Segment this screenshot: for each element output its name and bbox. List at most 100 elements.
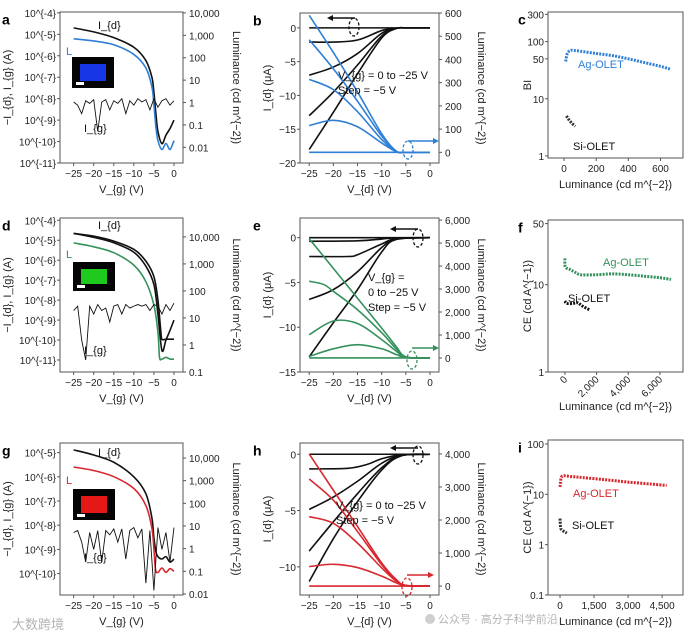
x-tick-label: 0: [171, 169, 177, 180]
panel-letter: g: [2, 442, 11, 458]
y-tick-label: 10^{-6}: [25, 52, 57, 63]
series-agolet-0: [564, 48, 671, 71]
series-group: [308, 236, 431, 359]
y-axis-label: I_{d} (μA): [262, 496, 274, 543]
x-tick-label: −25: [301, 378, 318, 389]
series-ig-3: [73, 302, 175, 361]
series-curve-1: [309, 453, 431, 470]
scale-bar: [76, 82, 84, 85]
series-id-0: [73, 27, 175, 145]
x-tick-label: −10: [373, 169, 390, 180]
panel-h: [297, 442, 442, 598]
x-tick-label: 0: [427, 378, 433, 389]
x-tick-label: −15: [105, 378, 122, 389]
series-l-1: [73, 38, 175, 151]
y2-tick-label: 300: [445, 79, 462, 90]
panel-letter: h: [253, 442, 262, 458]
y-tick-label: 300: [527, 10, 544, 21]
panel-a: [57, 11, 186, 166]
y2-tick-label: 0: [445, 354, 451, 365]
y2-tick-label: 1,000: [189, 477, 214, 488]
panel-letter: b: [253, 12, 262, 28]
y-tick-label: 10^{-9}: [25, 545, 57, 556]
series-curve-4: [308, 26, 431, 150]
y2-tick-label: 10,000: [189, 9, 220, 20]
series-group: [564, 48, 671, 128]
x-axis-label: Luminance (cd m^{−2}): [559, 401, 672, 413]
x-axis-label: V_{d} (V): [347, 616, 392, 628]
watermark-text: 公众号 · 高分子科学前沿: [438, 612, 558, 626]
watermark-logo-text: 大数跨境: [12, 617, 64, 632]
x-axis-label: Luminance (cd m^{−2}): [559, 179, 672, 191]
y-tick-label: −5: [285, 58, 297, 69]
series-curve-7: [308, 319, 431, 359]
x-tick-label: −5: [400, 378, 412, 389]
x-tick-label: −20: [325, 601, 342, 612]
plot-frame: [299, 12, 440, 164]
x-tick-label: 600: [652, 164, 669, 175]
y2-tick-label: 4,000: [445, 450, 470, 461]
y2-tick-label: 0.1: [189, 368, 203, 379]
x-tick-label: −10: [125, 601, 142, 612]
x-axis-label: V_{d} (V): [347, 393, 392, 405]
annotation-label: Step = −5 V: [336, 515, 395, 527]
x-tick-label: −10: [125, 378, 142, 389]
y2-tick-label: 100: [189, 287, 206, 298]
panel-c: [545, 11, 684, 161]
y-tick-label: 10^{-11}: [20, 159, 57, 170]
y-axis-label: I_{d} (μA): [262, 65, 274, 112]
left-axis-ellipse: [412, 228, 424, 248]
y2-tick-label: 1,000: [445, 549, 470, 560]
y-axis-label: −I_{d}, I_{g} (A): [2, 481, 14, 557]
x-axis-label: V_{g} (V): [99, 616, 144, 628]
inset-emission: [81, 269, 107, 284]
left-axis-ellipse: [348, 17, 360, 37]
y2-tick-label: 10: [189, 522, 201, 533]
y2-tick-label: 100: [445, 125, 462, 136]
y-tick-label: −15: [279, 368, 296, 379]
plot-frame: [299, 442, 440, 596]
y2-axis-label: Luminance (cd m^{−2}): [475, 238, 487, 351]
y-tick-label: 10^{-10}: [19, 336, 57, 347]
y-tick-label: −10: [279, 323, 296, 334]
annotation-label: I_{d}: [98, 20, 121, 32]
y-tick-label: −20: [279, 159, 296, 170]
annotation-label: I_{g}: [84, 552, 107, 564]
x-tick-label: −15: [349, 378, 366, 389]
annotation-label: I_{d}: [98, 220, 121, 232]
panel-letter: e: [253, 217, 261, 233]
series-group: [73, 449, 175, 591]
series-group: [308, 14, 431, 154]
x-tick-label: 4,500: [650, 601, 675, 612]
x-tick-label: −25: [301, 169, 318, 180]
y-tick-label: 10^{-11}: [20, 356, 57, 367]
annotation-label: Si-OLET: [573, 141, 615, 153]
y-tick-label: 10^{-7}: [25, 73, 57, 84]
y-tick-label: −5: [285, 507, 297, 518]
annotation-label: V_{g} =: [368, 272, 404, 284]
y-tick-label: 10^{-5}: [25, 449, 57, 460]
y-tick-label: 10^{-8}: [25, 521, 57, 532]
arrow-head-icon: [428, 572, 434, 578]
y-tick-label: 10^{-6}: [25, 256, 57, 267]
x-tick-label: −5: [148, 169, 160, 180]
panel-f: [545, 219, 684, 375]
x-tick-label: 6,000: [640, 374, 666, 400]
y2-axis-label: Luminance (cd m^{−2}): [230, 462, 242, 575]
right-axis-ellipse: [402, 140, 414, 160]
x-tick-label: 0: [171, 601, 177, 612]
x-tick-label: −15: [349, 169, 366, 180]
x-tick-label: −25: [65, 601, 82, 612]
y2-axis-label: Luminance (cd m^{−2}): [475, 462, 487, 575]
y-tick-label: 0: [290, 450, 296, 461]
y2-tick-label: 10,000: [189, 454, 220, 465]
annotation-label: I_{d}: [98, 447, 121, 459]
plot-frame: [59, 11, 184, 164]
x-tick-label: 4,000: [608, 374, 634, 400]
series-id-0: [73, 449, 175, 563]
y2-tick-label: 200: [445, 102, 462, 113]
y2-tick-label: 100: [189, 54, 206, 65]
y-tick-label: 1: [538, 541, 544, 552]
y-tick-label: 10^{-9}: [25, 116, 57, 127]
arrow-head-icon: [390, 445, 396, 451]
